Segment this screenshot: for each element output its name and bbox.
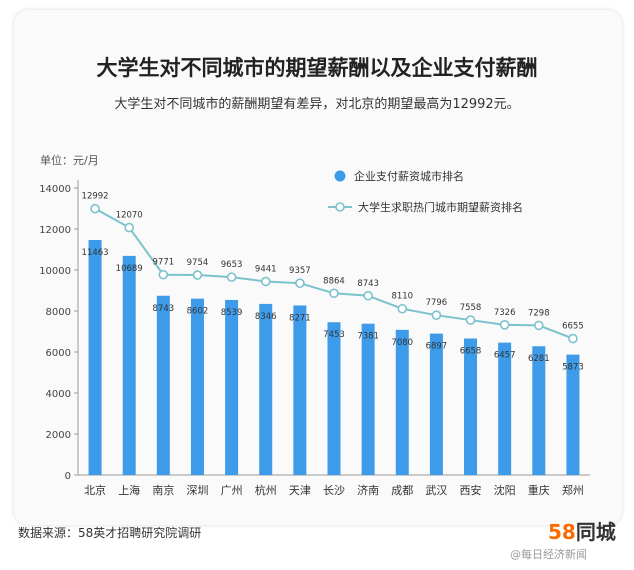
bar-value-label: 7381 bbox=[357, 332, 379, 342]
x-tick-label: 成都 bbox=[391, 484, 413, 497]
y-tick-label: 0 bbox=[65, 471, 71, 482]
x-tick-label: 重庆 bbox=[528, 483, 550, 497]
unit-label: 单位：元/月 bbox=[40, 154, 99, 167]
x-tick-label: 上海 bbox=[118, 483, 140, 497]
x-tick-label: 济南 bbox=[357, 483, 379, 497]
legend-bar-label: 企业支付薪资城市排名 bbox=[354, 169, 464, 183]
line-point bbox=[158, 269, 169, 280]
y-tick-label: 8000 bbox=[46, 307, 71, 318]
line-point bbox=[533, 320, 544, 331]
line-value-label: 7558 bbox=[460, 303, 482, 313]
line-point bbox=[295, 278, 305, 288]
x-tick-label: 北京 bbox=[84, 483, 106, 497]
data-source: 数据来源：58英才招聘研究院调研 bbox=[18, 526, 202, 540]
bar bbox=[259, 303, 273, 475]
x-tick-label: 武汉 bbox=[425, 484, 447, 497]
bar-value-label: 6658 bbox=[460, 347, 482, 357]
bar bbox=[225, 299, 239, 475]
logo-text: 同城 bbox=[575, 520, 616, 544]
line-value-label: 8110 bbox=[391, 292, 413, 302]
y-tick-label: 14000 bbox=[39, 184, 71, 195]
line-point bbox=[192, 270, 203, 280]
x-tick-label: 深圳 bbox=[186, 484, 208, 497]
bar bbox=[429, 333, 443, 475]
x-tick-label: 西安 bbox=[460, 483, 482, 497]
line-value-label: 6655 bbox=[562, 322, 584, 332]
bar bbox=[190, 298, 204, 475]
bar bbox=[156, 295, 170, 475]
bar-value-label: 8539 bbox=[221, 308, 243, 318]
bar-value-label: 8743 bbox=[153, 304, 175, 314]
y-tick-label: 12000 bbox=[39, 225, 71, 236]
line-value-label: 12992 bbox=[82, 192, 109, 202]
chart-card bbox=[14, 10, 622, 525]
x-tick-label: 郑州 bbox=[562, 483, 584, 497]
bar-value-label: 6897 bbox=[426, 342, 448, 352]
bar-value-label: 8346 bbox=[255, 312, 277, 322]
line-value-label: 7326 bbox=[494, 308, 516, 318]
y-tick-label: 4000 bbox=[46, 389, 71, 400]
x-tick-label: 广州 bbox=[221, 484, 243, 497]
legend-bar-marker bbox=[334, 170, 346, 182]
line-point bbox=[226, 272, 237, 282]
bar bbox=[122, 255, 136, 475]
bar-value-label: 10689 bbox=[116, 264, 143, 274]
legend-line-marker bbox=[335, 202, 345, 212]
bar bbox=[464, 338, 478, 475]
legend-line-label: 大学生求职热门城市期望薪资排名 bbox=[358, 200, 523, 214]
logo-58: 58 bbox=[548, 520, 576, 544]
y-tick-label: 2000 bbox=[46, 430, 71, 441]
line-point bbox=[363, 290, 373, 301]
line-point bbox=[260, 276, 271, 287]
bar-value-label: 7453 bbox=[323, 330, 345, 340]
line-value-label: 12070 bbox=[116, 211, 143, 221]
line-value-label: 8864 bbox=[323, 276, 345, 286]
line-point bbox=[499, 320, 510, 330]
brand-logo: 58同城 bbox=[548, 516, 616, 545]
line-value-label: 9653 bbox=[221, 260, 243, 270]
x-tick-label: 杭州 bbox=[255, 483, 277, 497]
bar bbox=[293, 305, 307, 475]
bar bbox=[361, 323, 375, 475]
bar-value-label: 8602 bbox=[187, 307, 209, 317]
line-value-label: 7298 bbox=[528, 308, 550, 318]
bar-value-label: 11463 bbox=[82, 248, 109, 258]
line-point bbox=[431, 310, 442, 320]
y-tick-label: 10000 bbox=[39, 266, 71, 277]
bar-value-label: 6281 bbox=[528, 354, 550, 364]
line-value-label: 7796 bbox=[426, 298, 448, 308]
x-tick-label: 长沙 bbox=[323, 484, 345, 497]
line-value-label: 9357 bbox=[289, 266, 311, 276]
y-tick-label: 6000 bbox=[46, 348, 71, 359]
bar bbox=[395, 329, 409, 475]
line-value-label: 9771 bbox=[153, 258, 175, 268]
bar bbox=[498, 342, 512, 475]
line-point bbox=[90, 203, 100, 214]
bar-value-label: 6457 bbox=[494, 351, 516, 361]
bar bbox=[88, 240, 102, 475]
watermark: @每日经济新闻 bbox=[510, 548, 587, 561]
line-point bbox=[124, 222, 134, 233]
x-tick-label: 沈阳 bbox=[494, 483, 516, 497]
bar bbox=[566, 354, 580, 475]
bar bbox=[327, 322, 341, 475]
line-point bbox=[329, 288, 339, 299]
line-point bbox=[465, 315, 476, 325]
bar-value-label: 5873 bbox=[562, 363, 584, 373]
chart-subtitle: 大学生对不同城市的薪酬期望有差异，对北京的期望最高为12992元。 bbox=[114, 97, 520, 112]
x-tick-label: 天津 bbox=[289, 484, 311, 497]
bar-value-label: 7080 bbox=[391, 338, 413, 348]
line-value-label: 9441 bbox=[255, 264, 277, 274]
chart-title: 大学生对不同城市的期望薪酬以及企业支付薪酬 bbox=[96, 56, 538, 80]
line-value-label: 9754 bbox=[187, 258, 209, 268]
x-tick-label: 南京 bbox=[152, 483, 174, 497]
bar-value-label: 8271 bbox=[289, 313, 311, 323]
bar bbox=[532, 346, 546, 475]
line-point bbox=[397, 303, 408, 314]
line-value-label: 8743 bbox=[357, 279, 379, 289]
line-point bbox=[568, 333, 578, 344]
